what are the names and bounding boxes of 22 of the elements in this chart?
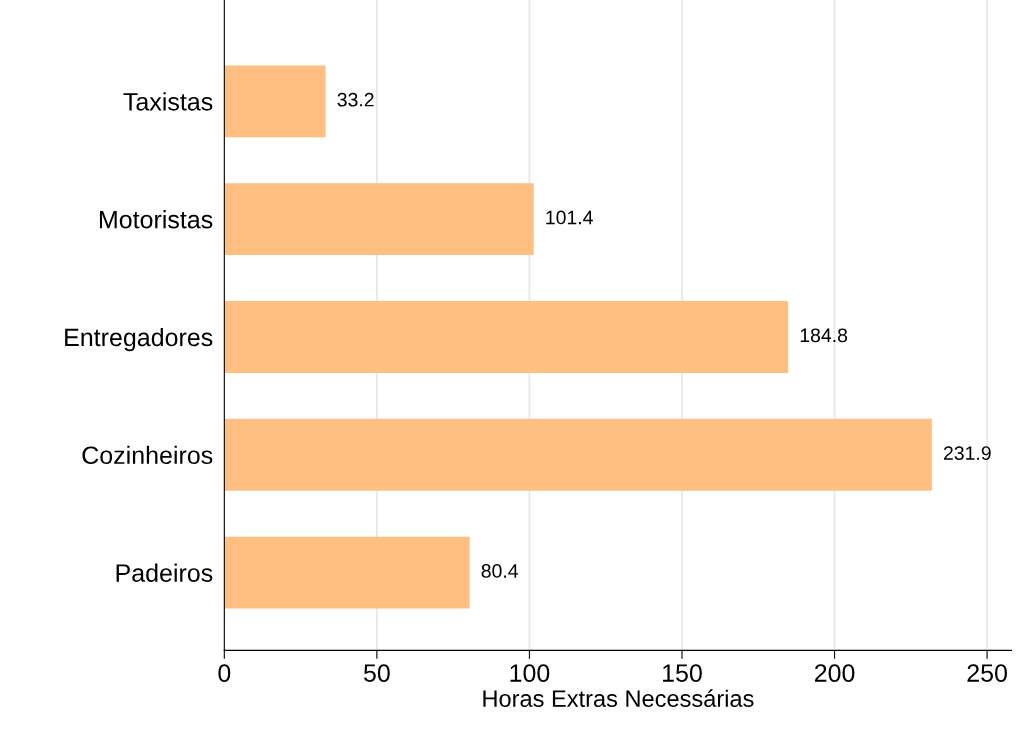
y-tick-label: Cozinheiros — [82, 445, 213, 465]
x-tick-label: 0 — [218, 664, 231, 682]
x-axis-title: Horas Extras Necessárias — [483, 689, 754, 707]
data-label: 80.4 — [481, 564, 519, 578]
y-tick-label: Entregadores — [65, 327, 213, 352]
x-tick-label: 200 — [814, 664, 855, 682]
x-tick-label: 250 — [967, 664, 1007, 682]
y-tick-label: Taxistas — [123, 92, 213, 111]
bar — [224, 418, 932, 491]
bar — [224, 301, 789, 373]
data-label: 33.2 — [337, 92, 374, 107]
bar — [224, 65, 326, 138]
x-tick-label: 50 — [363, 664, 390, 682]
y-tick-label: Padeiros — [116, 563, 213, 582]
data-label: 231.9 — [943, 446, 991, 460]
y-tick-label: Motoristas — [99, 210, 213, 229]
data-label: 101.4 — [546, 210, 593, 225]
bar — [224, 183, 534, 256]
data-label: 184.8 — [800, 328, 848, 343]
bar — [224, 536, 470, 609]
x-tick-label: 100 — [510, 664, 550, 682]
x-tick-label: 150 — [663, 664, 702, 682]
